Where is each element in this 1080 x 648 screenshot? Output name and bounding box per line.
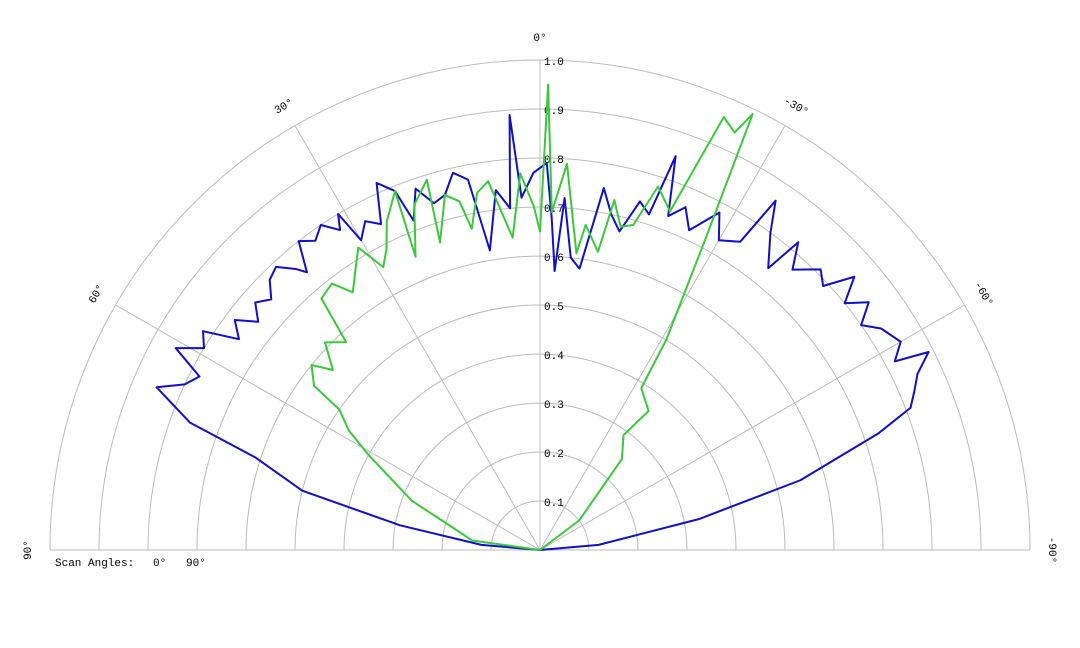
r-tick-label: 0.3 <box>544 400 564 412</box>
theta-tick-label: 0° <box>533 33 546 45</box>
r-tick-label: 0.5 <box>544 302 564 314</box>
theta-tick-label: 90° <box>23 540 35 560</box>
r-tick-label: 0.2 <box>544 449 564 461</box>
series-line <box>310 83 754 551</box>
series-line <box>155 113 930 551</box>
theta-tick-label: -30° <box>781 96 810 120</box>
legend-entry: 90° <box>186 558 206 570</box>
grid-spoke <box>294 125 541 551</box>
r-tick-label: 0.7 <box>544 204 564 216</box>
theta-tick-label: 30° <box>273 97 296 117</box>
theta-tick-label: -60° <box>971 280 995 309</box>
r-tick-label: 1.0 <box>544 57 564 69</box>
r-tick-label: 0.1 <box>544 498 564 510</box>
grid-spoke <box>539 125 786 551</box>
grid-spoke <box>115 304 541 551</box>
theta-tick-label: -90° <box>1045 537 1057 563</box>
grid-spoke <box>539 304 965 551</box>
legend-title: Scan Angles: <box>55 558 134 570</box>
r-tick-label: 0.8 <box>544 155 564 167</box>
legend-entry: 0° <box>153 558 166 570</box>
r-tick-label: 0.4 <box>544 351 564 363</box>
theta-tick-label: 60° <box>87 283 107 306</box>
